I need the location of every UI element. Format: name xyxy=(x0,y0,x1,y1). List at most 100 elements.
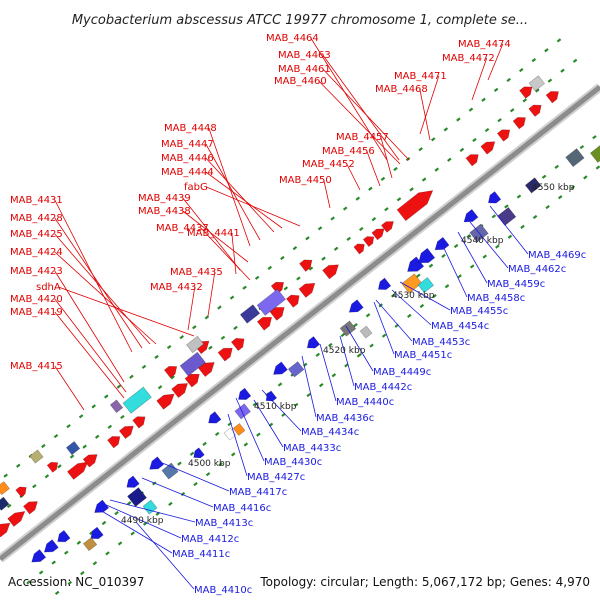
domain-block xyxy=(29,449,44,464)
tick-mark xyxy=(205,472,211,477)
tick-mark xyxy=(506,77,511,83)
tick-mark xyxy=(554,164,559,169)
leader-line xyxy=(207,271,216,317)
forward-gene-label: MAB_4437 xyxy=(156,223,209,234)
reverse-gene-label: MAB_4455c xyxy=(450,306,508,317)
tick-mark xyxy=(469,264,475,269)
leader-line xyxy=(54,217,143,349)
forward-gene-arrow xyxy=(256,316,273,331)
reverse-gene-label: MAB_4469c xyxy=(528,250,586,261)
forward-gene-label: sdhA xyxy=(36,282,61,293)
reverse-gene-label: MAB_4430c xyxy=(264,457,322,468)
tick-mark xyxy=(67,580,73,586)
reverse-gene-label: MAB_4436c xyxy=(316,413,374,424)
domain-block xyxy=(0,496,10,511)
tick-mark xyxy=(76,540,82,545)
reverse-gene-label: MAB_4454c xyxy=(431,321,489,332)
reverse-gene-arrow xyxy=(238,387,252,400)
leader-line xyxy=(380,136,393,179)
tick-mark xyxy=(407,313,412,319)
chromosome-backbone xyxy=(0,83,600,563)
domain-block xyxy=(0,481,10,496)
tick-mark xyxy=(117,541,123,546)
leader-line xyxy=(208,127,251,247)
leader-line xyxy=(141,477,214,508)
tick-mark xyxy=(177,461,182,466)
leader-line xyxy=(441,243,468,298)
domain-block xyxy=(528,75,546,92)
domain-block xyxy=(65,441,81,456)
leader-line xyxy=(235,397,265,462)
tick-mark xyxy=(535,88,540,93)
tick-mark xyxy=(126,501,132,506)
leader-line xyxy=(339,335,355,387)
leader-line xyxy=(54,311,125,399)
tick-mark xyxy=(516,194,522,199)
leader-line xyxy=(54,365,85,411)
scale-label: 4530 kbp xyxy=(392,291,435,301)
tick-mark xyxy=(204,315,210,320)
tick-mark xyxy=(66,424,71,429)
domain-block xyxy=(179,351,206,377)
forward-gene-label: MAB_4460 xyxy=(274,76,327,87)
tick-mark xyxy=(130,531,135,536)
tick-mark xyxy=(333,246,339,251)
forward-gene-arrow xyxy=(353,243,365,255)
forward-gene-arrow xyxy=(322,264,339,280)
reverse-gene-arrow xyxy=(418,247,436,264)
reverse-gene-label: MAB_4453c xyxy=(412,337,470,348)
tick-mark xyxy=(541,174,547,179)
leader-line xyxy=(375,299,413,342)
tick-mark xyxy=(572,58,578,63)
leader-line xyxy=(319,343,337,402)
tick-mark xyxy=(519,67,524,73)
tick-mark xyxy=(141,364,147,369)
leader-line xyxy=(54,298,127,393)
forward-gene-label: MAB_4471 xyxy=(394,71,447,82)
forward-gene-label: MAB_4446 xyxy=(161,153,214,164)
tick-mark xyxy=(26,580,31,585)
forward-gene-arrow xyxy=(545,91,559,104)
reverse-gene-label: MAB_4417c xyxy=(229,487,287,498)
leader-line xyxy=(54,251,157,345)
tick-mark xyxy=(120,414,125,420)
leader-line xyxy=(301,355,317,418)
reverse-gene-label: MAB_4427c xyxy=(247,472,305,483)
tick-mark xyxy=(520,224,525,229)
reverse-gene-arrow xyxy=(208,411,222,424)
reverse-gene-arrow xyxy=(149,456,165,470)
tick-mark xyxy=(381,333,387,338)
leader-line xyxy=(373,301,395,355)
tick-mark xyxy=(456,117,461,122)
forward-gene-label: MAB_4448 xyxy=(164,123,217,134)
scale-label: 4520 kbp xyxy=(323,346,366,356)
tick-mark xyxy=(583,175,588,180)
leader-line xyxy=(109,499,196,523)
leader-line xyxy=(182,210,249,263)
tick-mark xyxy=(166,344,172,350)
tick-mark xyxy=(57,464,62,469)
reverse-gene-label: MAB_4413c xyxy=(195,518,253,529)
tick-mark xyxy=(189,451,195,456)
tick-mark xyxy=(532,214,538,220)
tick-mark xyxy=(531,58,537,63)
forward-gene-label: MAB_4447 xyxy=(161,139,214,150)
leader-line xyxy=(200,227,251,281)
forward-gene-label: MAB_4425 xyxy=(10,229,63,240)
reverse-gene-label: MAB_4462c xyxy=(508,264,566,275)
forward-gene-label: MAB_4472 xyxy=(442,53,495,64)
tick-mark xyxy=(468,107,474,112)
tick-mark xyxy=(453,243,459,249)
tick-mark xyxy=(104,394,109,399)
leader-line xyxy=(54,233,151,345)
leader-line xyxy=(231,232,237,275)
reverse-gene-label: MAB_4458c xyxy=(467,293,525,304)
forward-gene-arrow xyxy=(217,347,233,362)
tick-mark xyxy=(356,353,362,358)
leader-line xyxy=(253,399,284,448)
tick-mark xyxy=(380,176,386,181)
tick-mark xyxy=(308,266,314,271)
domain-block xyxy=(401,273,423,294)
leader-line xyxy=(261,389,302,432)
